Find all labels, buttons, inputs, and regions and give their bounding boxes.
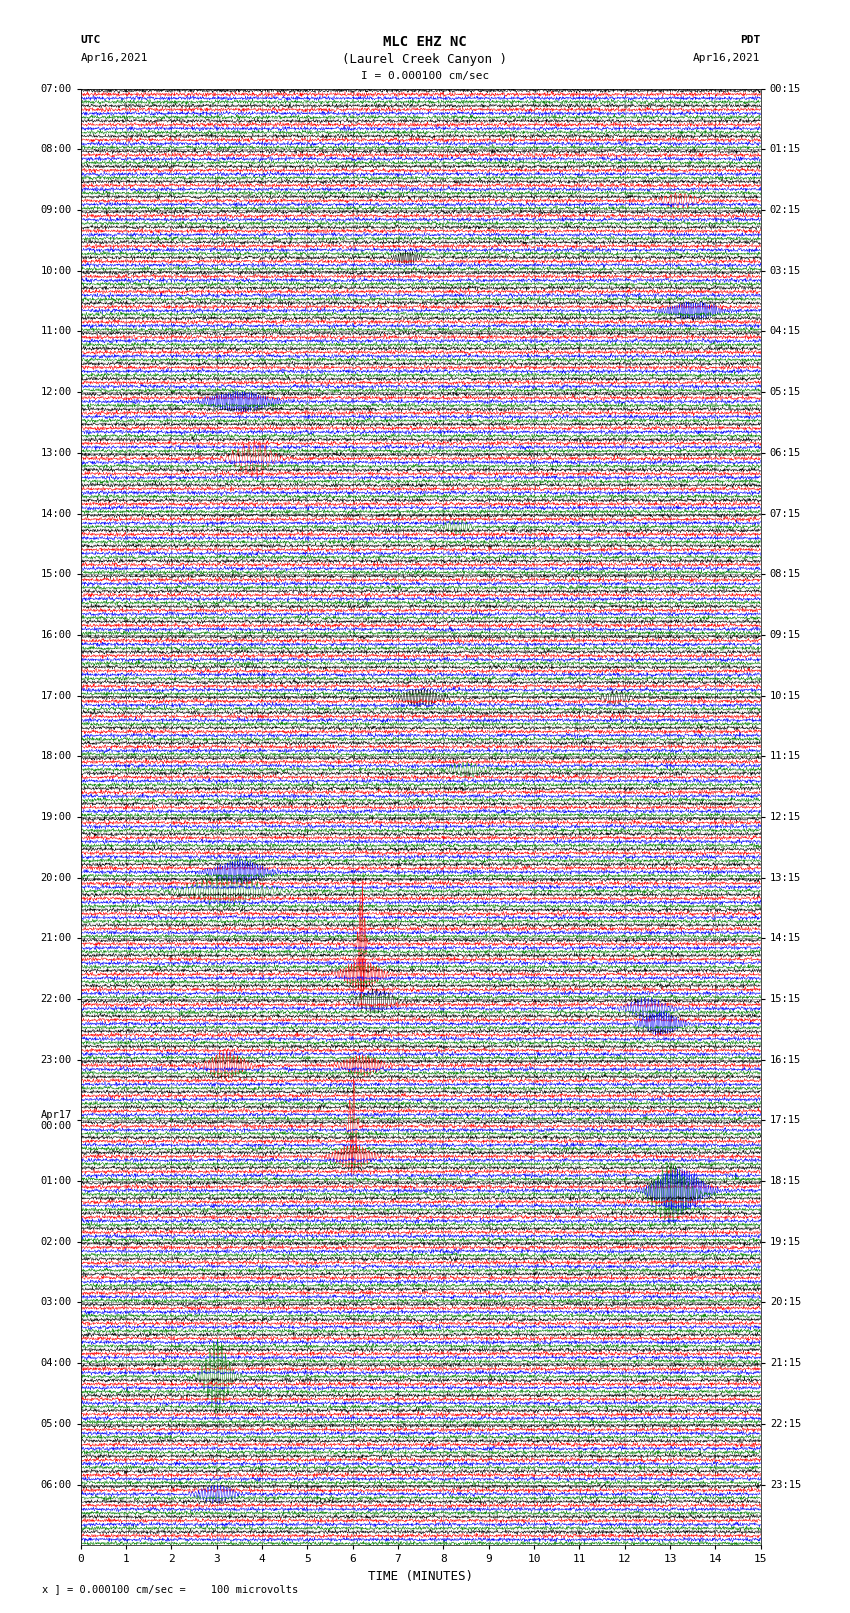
Text: x ] = 0.000100 cm/sec =    100 microvolts: x ] = 0.000100 cm/sec = 100 microvolts xyxy=(42,1584,298,1594)
Text: Apr16,2021: Apr16,2021 xyxy=(81,53,148,63)
Text: I = 0.000100 cm/sec: I = 0.000100 cm/sec xyxy=(361,71,489,81)
Text: (Laurel Creek Canyon ): (Laurel Creek Canyon ) xyxy=(343,53,507,66)
Text: Apr16,2021: Apr16,2021 xyxy=(694,53,761,63)
Text: UTC: UTC xyxy=(81,35,101,45)
Text: MLC EHZ NC: MLC EHZ NC xyxy=(383,35,467,50)
X-axis label: TIME (MINUTES): TIME (MINUTES) xyxy=(368,1569,473,1582)
Text: PDT: PDT xyxy=(740,35,761,45)
